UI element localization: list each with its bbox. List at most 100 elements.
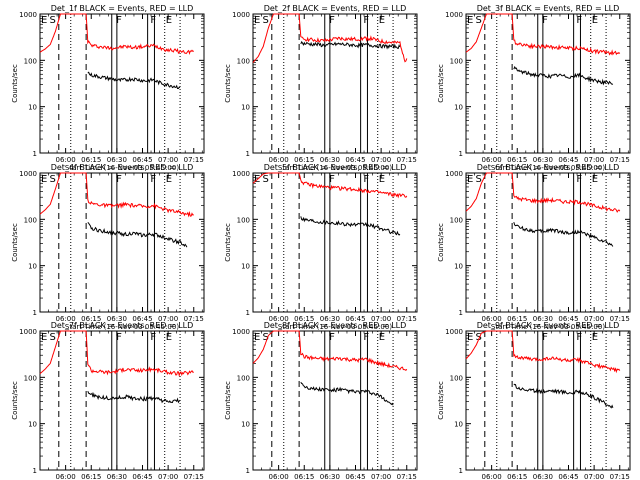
x-tick-label: 07:00 xyxy=(371,156,391,164)
marker-label: E xyxy=(166,15,172,26)
marker-label: F xyxy=(329,15,335,26)
y-axis-label: Counts/sec xyxy=(11,64,19,103)
x-tick-label: 07:15 xyxy=(610,473,630,480)
x-tick-label: 07:00 xyxy=(371,315,391,323)
marker-label: F xyxy=(363,15,369,26)
y-axis-label: Counts/sec xyxy=(437,64,445,103)
x-tick-label: 07:00 xyxy=(584,156,604,164)
events-series-line xyxy=(87,222,188,248)
x-tick-label: 07:15 xyxy=(184,156,204,164)
panel-det-6: Det_6f BLACK = Events, RED = LLD 1 10 100 10… xyxy=(437,163,631,331)
x-axis-label: Start Time (16-Nov-03 05:45:00) xyxy=(491,323,605,331)
plot-frame xyxy=(252,172,418,313)
marker-label: F xyxy=(116,174,122,185)
y-tick-label: 10 xyxy=(454,263,463,271)
y-axis-label: Counts/sec xyxy=(224,64,232,103)
y-axis-label: Counts/sec xyxy=(437,223,445,262)
marker-label: E xyxy=(41,15,47,26)
x-tick-label: 06:15 xyxy=(294,473,314,480)
y-axis-label: Counts/sec xyxy=(437,381,445,420)
panel-title: Det_2f BLACK = Events, RED = LLD xyxy=(264,4,407,13)
x-tick-label: 06:45 xyxy=(345,315,365,323)
plot-frame xyxy=(465,330,631,471)
marker-label: F xyxy=(576,174,582,185)
x-tick-label: 06:15 xyxy=(507,315,527,323)
panel-det-1: Det_1f BLACK = Events, RED = LLD 1 10 100 10… xyxy=(11,4,205,172)
marker-label: S xyxy=(476,174,482,185)
y-tick-label: 1 xyxy=(459,150,463,158)
marker-label: F xyxy=(363,332,369,343)
y-tick-label: 100 xyxy=(237,374,250,382)
x-axis-label: Start Time (16-Nov-03 05:45:00) xyxy=(65,323,179,331)
x-tick-label: 06:15 xyxy=(507,473,527,480)
lld-series-line xyxy=(465,330,621,374)
plot-frame xyxy=(252,330,418,471)
panel-title: Det_5f BLACK = Events, RED = LLD xyxy=(264,163,407,172)
y-tick-label: 100 xyxy=(237,57,250,65)
marker-label: S xyxy=(50,15,56,26)
x-tick-label: 06:30 xyxy=(533,156,553,164)
marker-label: E xyxy=(467,174,473,185)
y-tick-label: 100 xyxy=(24,216,37,224)
y-tick-label: 1000 xyxy=(445,170,463,178)
y-tick-label: 1 xyxy=(459,309,463,317)
plot-frame xyxy=(465,172,631,313)
x-tick-label: 06:00 xyxy=(482,315,502,323)
x-tick-label: 07:00 xyxy=(584,473,604,480)
x-tick-label: 06:00 xyxy=(482,156,502,164)
x-tick-label: 06:00 xyxy=(56,156,76,164)
y-tick-label: 1 xyxy=(246,150,250,158)
marker-label: E xyxy=(592,15,598,26)
x-tick-label: 06:30 xyxy=(107,315,127,323)
x-tick-label: 07:00 xyxy=(371,473,391,480)
marker-label: S xyxy=(263,174,269,185)
panel-title: Det_1f BLACK = Events, RED = LLD xyxy=(51,4,194,13)
x-tick-label: 06:30 xyxy=(533,315,553,323)
y-tick-label: 100 xyxy=(450,216,463,224)
y-tick-label: 10 xyxy=(454,104,463,112)
x-tick-label: 07:00 xyxy=(158,156,178,164)
x-tick-label: 06:45 xyxy=(132,315,152,323)
y-axis-label: Counts/sec xyxy=(224,381,232,420)
y-tick-label: 1 xyxy=(246,467,250,475)
x-tick-label: 06:30 xyxy=(320,315,340,323)
y-tick-label: 10 xyxy=(241,421,250,429)
panel-det-3: Det_3f BLACK = Events, RED = LLD 1 10 100 10… xyxy=(437,4,631,172)
marker-label: E xyxy=(592,332,598,343)
marker-label: F xyxy=(150,174,156,185)
y-tick-label: 100 xyxy=(24,57,37,65)
x-axis-label: Start Time (16-Nov-03 05:45:00) xyxy=(278,323,392,331)
panel-title: Det_8f BLACK = Events, RED = LLD xyxy=(264,321,407,330)
y-tick-label: 10 xyxy=(454,421,463,429)
y-tick-label: 100 xyxy=(24,374,37,382)
marker-label: F xyxy=(329,174,335,185)
panel-det-7: Det_7f BLACK = Events, RED = LLD 1 10 100 10… xyxy=(11,321,205,480)
y-tick-label: 1000 xyxy=(232,328,250,336)
y-tick-label: 10 xyxy=(28,104,37,112)
marker-label: F xyxy=(116,15,122,26)
marker-label: E xyxy=(41,174,47,185)
y-tick-label: 1 xyxy=(246,309,250,317)
panel-det-8: Det_8f BLACK = Events, RED = LLD 1 10 100 10… xyxy=(224,321,418,480)
panel-det-5: Det_5f BLACK = Events, RED = LLD 1 10 100 10… xyxy=(224,163,418,331)
x-tick-label: 06:45 xyxy=(132,473,152,480)
y-tick-label: 1000 xyxy=(232,11,250,19)
panel-det-2: Det_2f BLACK = Events, RED = LLD 1 10 100 10… xyxy=(224,4,418,172)
marker-label: E xyxy=(467,15,473,26)
y-tick-label: 1000 xyxy=(445,328,463,336)
marker-label: S xyxy=(50,174,56,185)
x-axis-label: Start Time (16-Nov-03 05:45:00) xyxy=(491,164,605,172)
x-tick-label: 07:15 xyxy=(397,473,417,480)
y-tick-label: 1 xyxy=(459,467,463,475)
events-series-line xyxy=(87,391,181,404)
x-tick-label: 07:00 xyxy=(584,315,604,323)
x-tick-label: 07:15 xyxy=(184,315,204,323)
marker-label: E xyxy=(166,332,172,343)
y-tick-label: 100 xyxy=(237,216,250,224)
x-axis-label: Start Time (16-Nov-03 05:45:00) xyxy=(278,164,392,172)
x-tick-label: 06:00 xyxy=(269,473,289,480)
x-tick-label: 07:15 xyxy=(610,156,630,164)
plot-frame xyxy=(465,13,631,154)
marker-label: E xyxy=(254,15,260,26)
x-tick-label: 07:00 xyxy=(158,315,178,323)
